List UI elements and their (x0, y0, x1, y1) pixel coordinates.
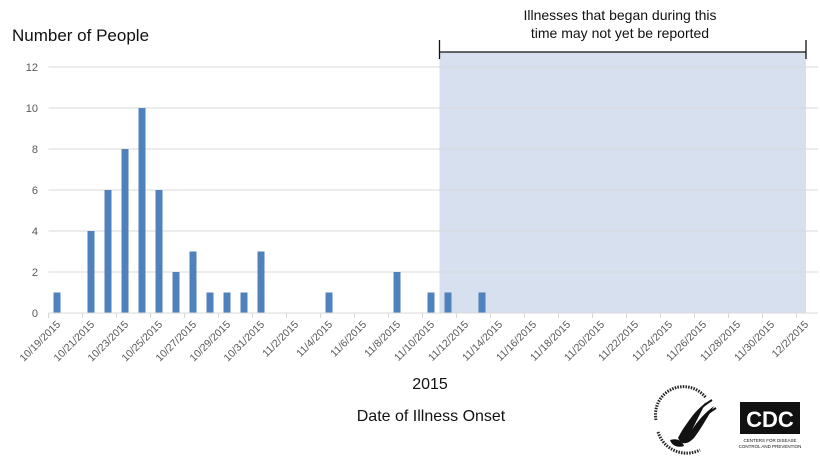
x-axis (48, 312, 818, 318)
reporting-delay-shaded-region (439, 52, 806, 313)
x-tick-label: 11/6/2015 (328, 319, 369, 360)
annotation-bracket (438, 40, 807, 59)
x-tick-label: 12/2/2015 (770, 319, 812, 361)
y-tick-label: 12 (26, 62, 38, 74)
bar (189, 251, 197, 313)
bar (223, 292, 231, 313)
bar (104, 190, 112, 313)
y-tick-label: 10 (26, 103, 38, 115)
bar (325, 292, 333, 313)
annotation-line-2: time may not yet be reported (530, 25, 710, 41)
bar (138, 108, 146, 313)
x-tick-label: 11/4/2015 (294, 319, 335, 360)
hhs-logo-icon (654, 385, 717, 455)
bar (444, 292, 452, 313)
svg-text:CDC: CDC (746, 407, 794, 432)
bar (393, 272, 401, 313)
bar (240, 292, 248, 313)
bar (87, 231, 95, 313)
svg-text:CENTERS FOR DISEASE: CENTERS FOR DISEASE (743, 438, 796, 443)
bar (206, 292, 214, 313)
bar (121, 149, 129, 313)
x-axis-title: Date of Illness Onset (356, 408, 506, 425)
x-axis-tick-labels: 10/19/201510/21/201510/23/201510/25/2015… (17, 319, 811, 365)
y-tick-label: 0 (32, 308, 38, 320)
y-tick-label: 8 (32, 144, 38, 156)
bar (155, 190, 163, 313)
bar (478, 292, 486, 313)
y-axis-ticks: 0 2 4 6 8 10 12 (26, 62, 38, 320)
agency-logos: CDC CENTERS FOR DISEASE CONTROL AND PREV… (654, 385, 802, 455)
bars (53, 108, 486, 313)
bar-chart: 0 2 4 6 8 10 12 10/19/201510/21/201510/23/2015… (17, 40, 818, 365)
svg-text:CONTROL AND PREVENTION: CONTROL AND PREVENTION (739, 444, 802, 449)
cdc-logo-icon: CDC CENTERS FOR DISEASE CONTROL AND PREV… (739, 402, 802, 449)
x-axis-year-label: 2015 (412, 376, 448, 393)
annotation-line-1: Illnesses that began during this (523, 7, 717, 23)
bar (427, 292, 435, 313)
bar (257, 251, 265, 313)
y-tick-label: 2 (32, 267, 38, 279)
y-tick-label: 4 (32, 226, 38, 238)
x-tick-label: 11/2/2015 (260, 319, 301, 360)
bar (172, 272, 180, 313)
y-axis-title: Number of People (12, 26, 150, 45)
y-tick-label: 6 (32, 185, 38, 197)
reporting-delay-annotation: Illnesses that began during this time ma… (470, 6, 770, 42)
bar (53, 292, 61, 313)
